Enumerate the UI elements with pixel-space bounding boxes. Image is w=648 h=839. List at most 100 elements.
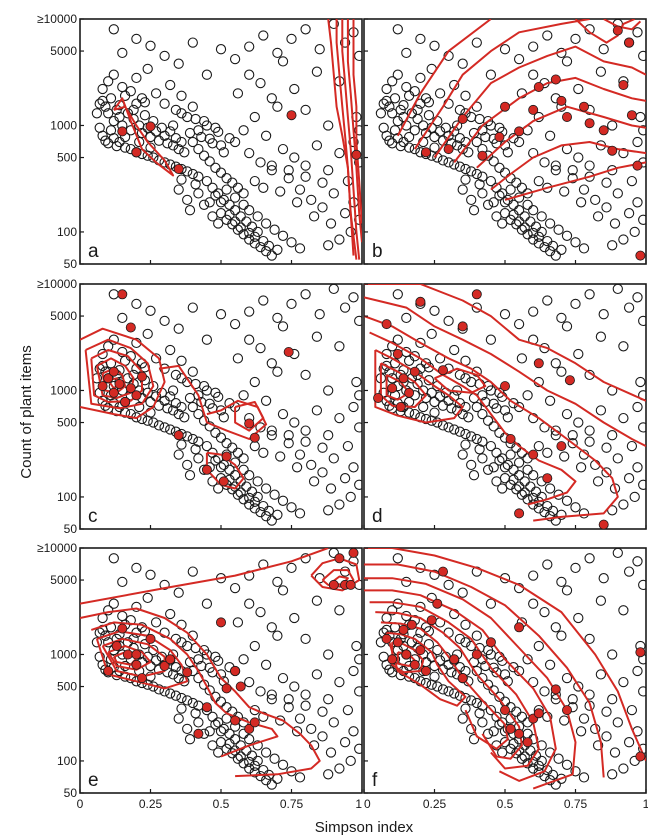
point-open xyxy=(488,685,499,696)
point-open xyxy=(460,703,471,714)
point-open xyxy=(244,69,255,80)
point-open xyxy=(272,312,283,324)
point-open xyxy=(283,430,294,441)
point-open xyxy=(139,97,151,108)
point-open xyxy=(249,760,260,771)
density-contour xyxy=(352,19,362,224)
point-open xyxy=(252,755,263,767)
density-contour xyxy=(391,641,425,674)
point-open xyxy=(173,143,184,155)
point-open xyxy=(252,226,263,238)
point-open xyxy=(575,726,587,737)
point-open xyxy=(260,483,272,494)
point-open xyxy=(260,218,272,229)
point-open xyxy=(638,686,646,697)
point-highlight xyxy=(131,649,142,660)
point-highlight xyxy=(136,371,147,382)
point-open xyxy=(258,182,269,193)
density-contour xyxy=(453,76,646,164)
point-open xyxy=(272,576,283,588)
point-open xyxy=(323,120,334,131)
point-open xyxy=(184,127,196,139)
point-open xyxy=(204,726,215,737)
point-open xyxy=(544,218,556,229)
point-open xyxy=(525,481,536,492)
point-open xyxy=(471,630,482,641)
point-open xyxy=(392,69,403,80)
density-contour xyxy=(364,548,646,762)
point-open xyxy=(415,33,426,45)
point-open xyxy=(409,86,420,97)
point-open xyxy=(117,576,128,588)
point-open xyxy=(311,331,323,342)
point-open xyxy=(505,449,516,460)
y-tick-label: 500 xyxy=(57,416,77,430)
point-open xyxy=(255,422,266,433)
point-open xyxy=(573,417,584,428)
point-highlight xyxy=(550,684,561,695)
point-open xyxy=(632,665,643,677)
point-open xyxy=(497,218,508,229)
point-open xyxy=(384,101,395,112)
point-open xyxy=(142,651,153,662)
point-open xyxy=(289,83,300,95)
point-open xyxy=(584,160,595,171)
point-open xyxy=(91,108,103,119)
point-open xyxy=(418,401,429,413)
point-highlight xyxy=(218,476,229,487)
point-open xyxy=(522,390,533,401)
point-open xyxy=(339,302,351,313)
point-open xyxy=(584,436,595,447)
point-highlight xyxy=(117,289,128,300)
point-open xyxy=(100,101,111,112)
point-open xyxy=(609,218,621,229)
point-open xyxy=(528,470,539,481)
point-open xyxy=(528,234,539,245)
density-contour xyxy=(90,349,143,403)
point-highlight xyxy=(499,381,510,392)
point-highlight xyxy=(392,637,403,648)
point-open xyxy=(471,168,482,180)
point-open xyxy=(429,569,440,580)
point-open xyxy=(246,221,258,232)
point-open xyxy=(244,470,255,481)
point-open xyxy=(437,155,449,166)
point-open xyxy=(339,473,351,484)
point-open xyxy=(238,453,249,464)
point-open xyxy=(207,211,218,222)
point-highlight xyxy=(131,390,142,401)
point-open xyxy=(289,612,300,624)
point-open xyxy=(474,444,485,455)
point-open xyxy=(559,186,570,197)
point-open xyxy=(145,305,156,316)
point-open xyxy=(229,582,241,594)
point-open xyxy=(272,101,283,112)
point-open xyxy=(612,453,623,464)
x-tick-label: 1 xyxy=(355,797,362,811)
point-open xyxy=(471,401,482,413)
point-open xyxy=(142,63,153,75)
point-highlight xyxy=(514,508,525,519)
point-open xyxy=(167,385,179,396)
point-highlight xyxy=(505,433,516,444)
point-open xyxy=(238,199,249,210)
point-open xyxy=(193,453,204,464)
point-open xyxy=(229,136,241,148)
point-open xyxy=(449,344,460,356)
point-open xyxy=(193,717,204,728)
density-contour xyxy=(234,401,265,432)
point-highlight xyxy=(392,348,403,359)
point-open xyxy=(471,433,482,445)
point-open xyxy=(286,298,297,310)
point-open xyxy=(193,188,204,199)
point-open xyxy=(488,421,499,432)
point-open xyxy=(162,138,173,149)
point-open xyxy=(162,403,173,414)
y-tick-label: 1000 xyxy=(50,118,77,132)
point-open xyxy=(426,328,437,340)
point-open xyxy=(513,216,525,227)
point-open xyxy=(482,415,494,426)
panel-d: d xyxy=(363,283,647,530)
point-open xyxy=(454,104,466,116)
point-open xyxy=(184,470,196,481)
